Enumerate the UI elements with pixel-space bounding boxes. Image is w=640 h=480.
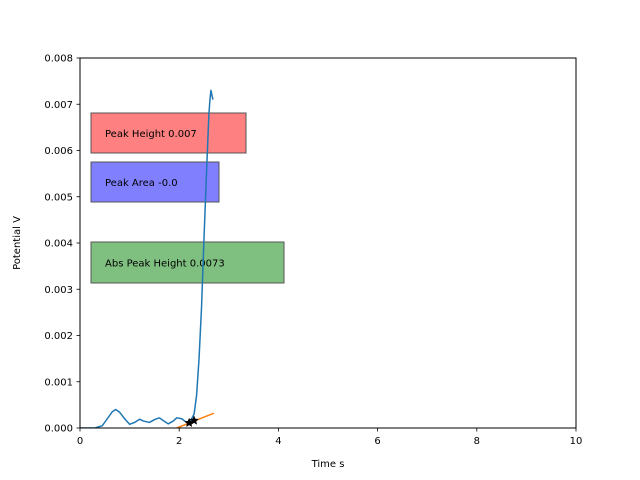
y-tick-label: 0.005 [44,192,73,203]
annotation-box [90,241,285,284]
annotation-box [90,161,220,203]
x-tick-label: 4 [275,436,281,447]
x-tick-label: 2 [176,436,182,447]
y-tick-label: 0.002 [44,331,73,342]
y-tick-label: 0.008 [44,54,73,65]
y-tick-label: 0.001 [44,377,73,388]
y-tick-label: 0.004 [44,239,73,250]
x-axis-label: Time s [311,459,345,470]
annotation-text: Abs Peak Height 0.0073 [105,259,225,270]
star-marker [189,415,199,425]
y-tick-label: 0.007 [44,100,73,111]
y-axis-ticks: 0.000 0.001 0.002 0.003 0.004 0.005 0.006 0.007… [44,54,80,435]
x-axis-ticks: 0 2 4 6 8 10 [77,428,583,447]
y-axis-label: Potential V [12,216,23,270]
x-tick-label: 8 [474,436,480,447]
y-tick-label: 0.003 [44,285,73,296]
x-tick-label: 6 [374,436,380,447]
annotation-box [90,112,247,154]
y-tick-label: 0.006 [44,146,73,157]
plot-markers [184,415,199,428]
annotation-boxes: Peak Height 0.007 Peak Area -0.0 Abs Peak … [90,112,285,284]
y-tick-label: 0.000 [44,424,73,435]
annotation-text: Peak Area -0.0 [105,178,178,189]
x-tick-label: 0 [77,436,83,447]
series-line-0 [80,89,214,428]
x-tick-label: 10 [570,436,583,447]
annotation-text: Peak Height 0.007 [105,129,197,140]
